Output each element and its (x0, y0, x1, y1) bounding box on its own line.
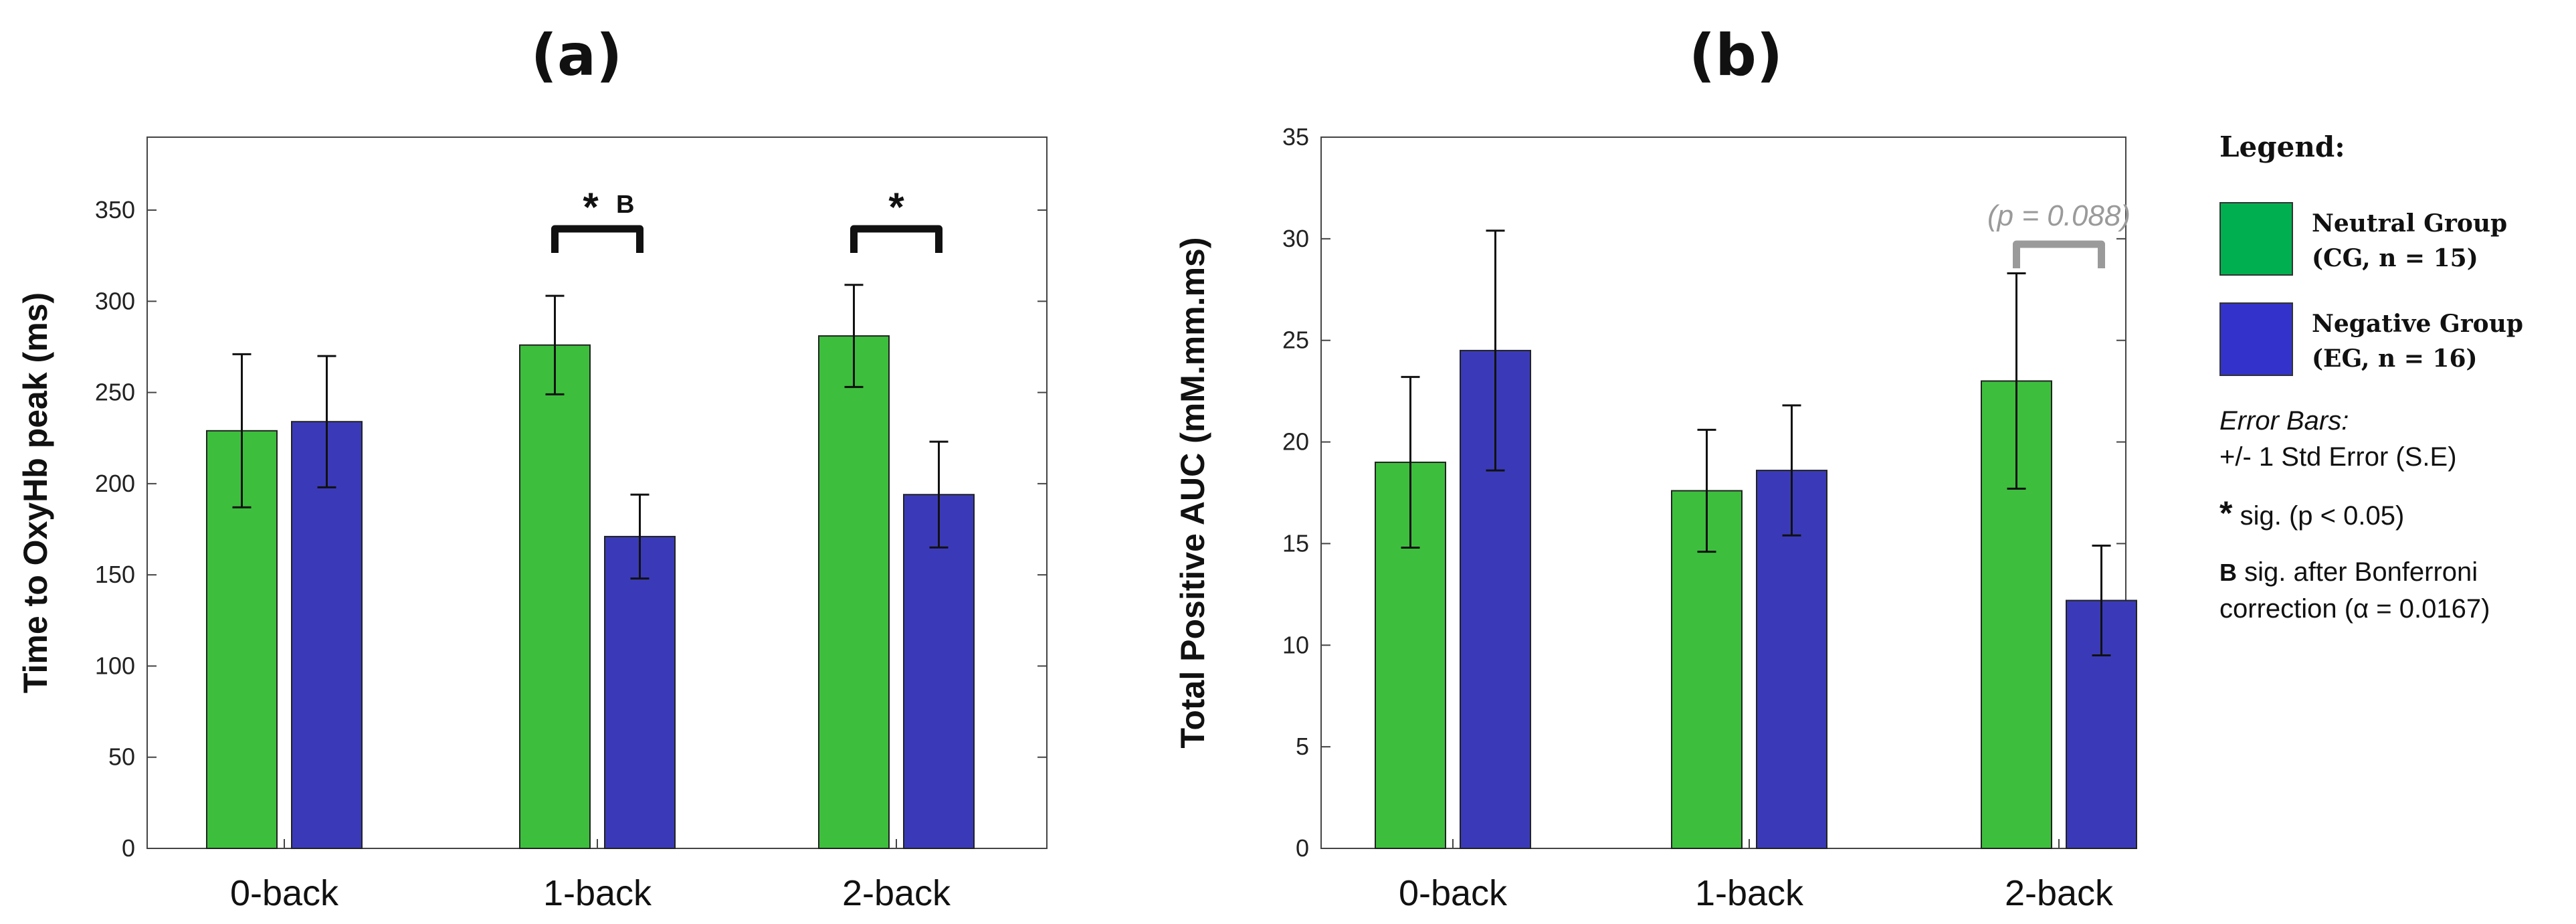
x-tick-label: 1-back (1695, 873, 1804, 913)
b-mark: B (2219, 559, 2237, 586)
x-tick-label: 1-back (543, 873, 652, 913)
b-text-2: correction (α = 0.0167) (2219, 594, 2490, 624)
y-tick-label: 150 (95, 561, 135, 588)
y-tick-label: 250 (95, 379, 135, 406)
y-tick-label: 15 (1282, 529, 1309, 557)
chart-a: (a) 0 50 100 150 200 250 300 350 Time to OxyHb pe… (17, 22, 1048, 913)
significance-mark: * (888, 185, 904, 229)
significance-note: * sig. (p < 0.05) (2219, 495, 2567, 534)
y-tick-label: 100 (95, 652, 135, 679)
x-tick-label: 0-back (230, 873, 339, 913)
error-bars-title: Error Bars: (2219, 406, 2349, 436)
star-text: sig. (p < 0.05) (2240, 501, 2405, 531)
y-tick-label: 300 (95, 287, 135, 314)
legend-entry-neutral: Neutral Group (CG, n = 15) (2219, 202, 2567, 276)
neutral-swatch (2219, 202, 2293, 276)
y-tick-label: 30 (1282, 225, 1309, 252)
chart-b: (b) 0 5 10 15 20 25 30 35 Total Positive AUC (mM.… (1174, 22, 2137, 913)
y-tick-label: 0 (122, 834, 135, 862)
significance-bracket (551, 225, 643, 253)
negative-label: Negative Group (2312, 310, 2524, 338)
chart-title: (a) (531, 22, 623, 89)
x-tick-label: 2-back (842, 873, 951, 913)
y-tick-label: 5 (1296, 733, 1309, 760)
y-axis-label: Time to OxyHb peak (ms) (17, 292, 54, 693)
legend: Legend: Neutral Group (CG, n = 15) Negat… (2219, 130, 2567, 627)
error-bars-text: +/- 1 Std Error (S.E) (2219, 442, 2457, 472)
x-tick-label: 0-back (1399, 873, 1508, 913)
y-tick-label: 10 (1282, 631, 1309, 658)
significance-bracket (850, 225, 943, 253)
b-text-1: sig. after Bonferroni (2244, 557, 2478, 587)
error-bars-note: Error Bars: +/- 1 Std Error (S.E) (2219, 403, 2567, 475)
p-value-annotation: (p = 0.088) (1987, 199, 2131, 232)
y-tick-label: 20 (1282, 428, 1309, 456)
chart-title: (b) (1689, 22, 1783, 89)
y-tick-label: 0 (1296, 834, 1309, 862)
y-axis-label: Total Positive AUC (mM.mm.ms) (1174, 238, 1211, 749)
y-tick-label: 25 (1282, 327, 1309, 354)
bonferroni-mark: B (616, 191, 634, 219)
bar (903, 494, 975, 849)
x-tick-label: 2-back (2005, 873, 2114, 913)
neutral-label: Neutral Group (2312, 209, 2508, 238)
significance-bracket (2013, 240, 2105, 268)
bar (818, 335, 890, 850)
significance-mark: * (583, 185, 599, 229)
negative-detail: (EG, n = 16) (2312, 345, 2478, 373)
y-tick-label: 200 (95, 470, 135, 497)
y-tick-label: 50 (108, 743, 135, 771)
legend-entry-negative: Negative Group (EG, n = 16) (2219, 302, 2567, 376)
neutral-detail: (CG, n = 15) (2312, 244, 2478, 272)
bar (291, 421, 363, 849)
bonferroni-note: B sig. after Bonferroni correction (α = … (2219, 554, 2567, 627)
legend-title: Legend: (2219, 130, 2345, 163)
bar (519, 344, 591, 849)
y-tick-label: 350 (95, 196, 135, 223)
bar (604, 535, 676, 850)
star-mark: * (2219, 494, 2233, 532)
y-tick-label: 35 (1282, 123, 1309, 151)
negative-swatch (2219, 302, 2293, 376)
